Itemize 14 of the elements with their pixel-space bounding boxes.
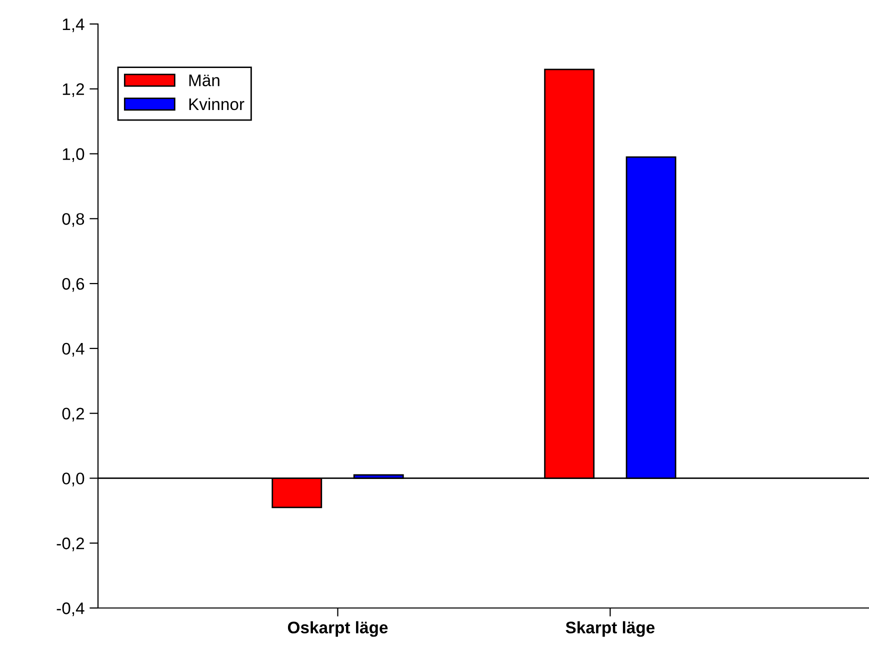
y-tick-label: 1,0 bbox=[62, 148, 84, 162]
y-tick-label: 0,6 bbox=[62, 278, 84, 292]
y-tick-label: 1,2 bbox=[62, 83, 84, 98]
x-tick-label: Skarpt läge bbox=[566, 621, 655, 637]
x-tick-label: Oskarpt läge bbox=[288, 621, 388, 637]
y-tick-label: -0,2 bbox=[56, 538, 84, 552]
y-tick-label: 0,0 bbox=[62, 472, 84, 486]
y-tick-label: -0,4 bbox=[56, 602, 84, 616]
y-tick-label: 1,4 bbox=[62, 18, 84, 32]
legend-label: Kvinnor bbox=[189, 98, 244, 110]
y-tick-label: 0,4 bbox=[62, 342, 84, 357]
y-tick-label: 0,2 bbox=[62, 408, 84, 422]
y-tick-label: 0,8 bbox=[62, 213, 84, 227]
legend-label: Män bbox=[189, 74, 220, 86]
